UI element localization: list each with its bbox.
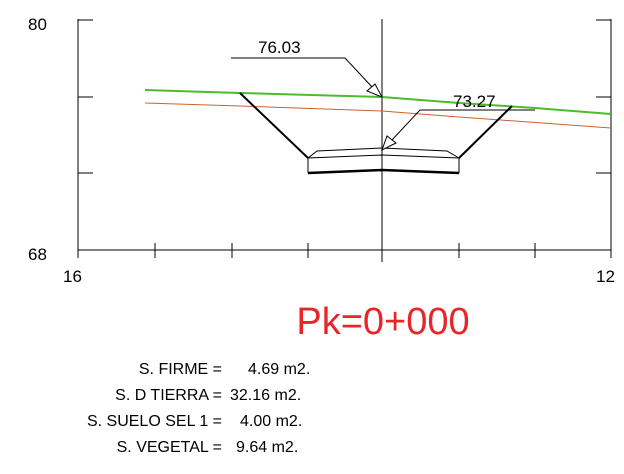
right-cut-slope [458,105,513,159]
x-right-label: 12 [596,267,615,286]
annotation-left-label: 76.03 [258,38,301,57]
station-label: Pk=0+000 [296,301,469,343]
right-y-ticks [596,19,611,251]
y-top-label: 80 [28,15,47,34]
area-name-tierra: S. D TIERRA = [115,387,222,404]
area-name-firme: S. FIRME = [139,361,222,378]
area-name-suelo: S. SUELO SEL 1 = [87,413,222,430]
y-bottom-label: 68 [28,245,47,264]
x-left-label: 16 [63,267,82,286]
area-value-suelo: 4.00 m2. [240,413,302,430]
annotation-right-label: 73.27 [453,92,496,111]
leader-annotation-left [231,57,384,98]
road-section [307,147,460,175]
terrain-line [144,89,612,115]
area-value-firme: 4.69 m2. [248,361,310,378]
bottom-x-ticks [77,243,612,258]
left-cut-slope [239,92,309,159]
leader-annotation-right [381,109,535,152]
area-value-tierra: 32.16 m2. [230,387,301,404]
subgrade-line [144,102,612,129]
left-y-ticks [78,19,93,251]
area-name-vegetal: S. VEGETAL = [117,439,222,456]
area-value-vegetal: 9.64 m2. [236,439,298,456]
area-results: S. FIRME = 4.69 m2. S. D TIERRA = 32.16 … [87,361,310,456]
